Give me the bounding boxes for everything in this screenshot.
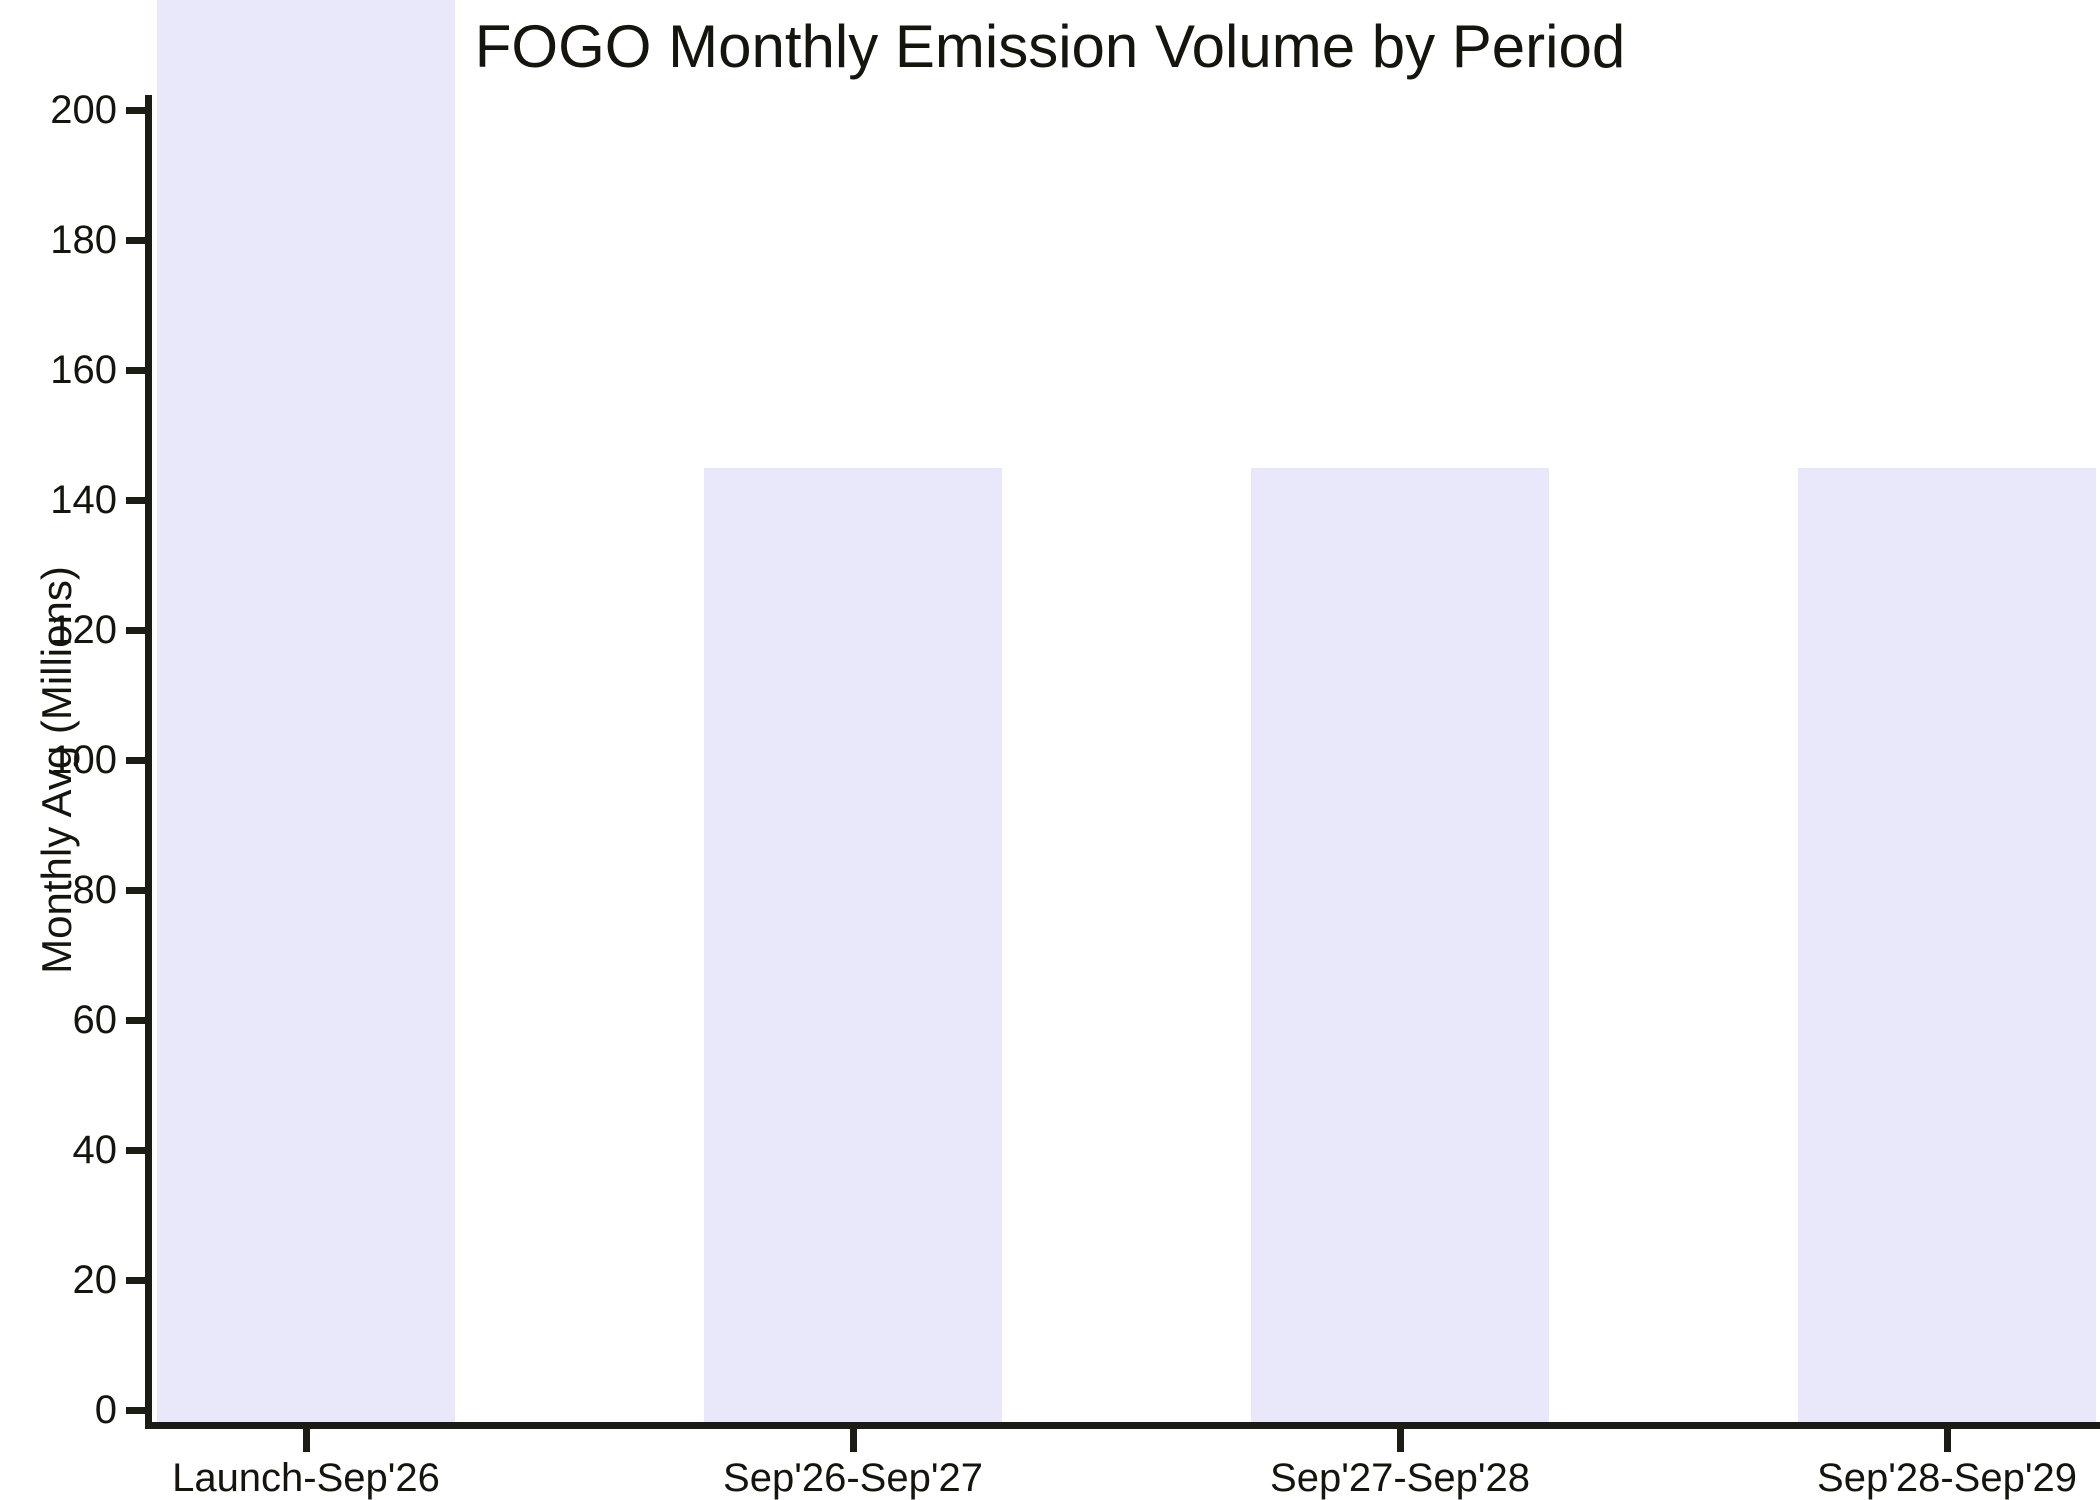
y-tick-mark	[126, 1407, 145, 1414]
y-tick-label: 100	[50, 738, 117, 782]
y-axis-title: Monthly Avg (Millions)	[33, 566, 80, 974]
y-tick-label: 80	[72, 868, 118, 912]
x-tick-label: Sep'27-Sep'28	[1270, 1456, 1530, 1500]
y-tick-mark	[126, 887, 145, 894]
y-axis-line	[145, 95, 152, 1429]
y-tick-label: 40	[72, 1128, 118, 1172]
bar-launch-sep-26[interactable]	[157, 0, 455, 1422]
y-tick-mark	[126, 627, 145, 634]
y-tick-mark	[126, 497, 145, 504]
y-tick-mark	[126, 757, 145, 764]
y-tick-mark	[126, 237, 145, 244]
y-tick-label: 140	[50, 478, 117, 522]
y-tick-mark	[126, 1017, 145, 1024]
x-tick-label: Sep'26-Sep'27	[723, 1456, 983, 1500]
y-tick-label: 120	[50, 608, 117, 652]
y-tick-label: 180	[50, 218, 117, 262]
y-tick-label: 160	[50, 348, 117, 392]
x-tick-mark	[1397, 1429, 1404, 1452]
x-tick-label: Launch-Sep'26	[172, 1456, 440, 1500]
y-tick-mark	[126, 367, 145, 374]
bar-sep-26-sep-27[interactable]	[704, 468, 1002, 1422]
x-tick-mark	[303, 1429, 310, 1452]
bar-sep-27-sep-28[interactable]	[1251, 468, 1549, 1422]
y-tick-mark	[126, 1277, 145, 1284]
x-axis-line	[145, 1422, 2100, 1429]
y-tick-label: 200	[50, 88, 117, 132]
y-tick-label: 60	[72, 998, 118, 1042]
chart-title: FOGO Monthly Emission Volume by Period	[474, 13, 1626, 80]
y-tick-mark	[126, 107, 145, 114]
y-tick-label: 20	[72, 1258, 118, 1302]
x-tick-mark	[850, 1429, 857, 1452]
y-tick-mark	[126, 1147, 145, 1154]
y-tick-label: 0	[94, 1388, 117, 1432]
x-tick-label: Sep'28-Sep'29	[1817, 1456, 2077, 1500]
bar-sep-28-sep-29[interactable]	[1798, 468, 2096, 1422]
x-tick-mark	[1944, 1429, 1951, 1452]
